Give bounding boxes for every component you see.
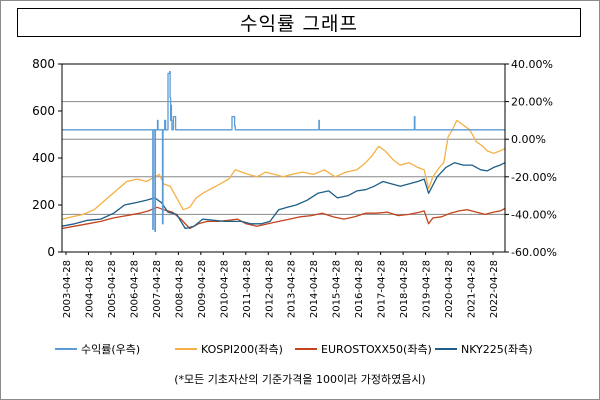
legend-label-eurostoxx: EUROSTOXX50(좌측) [321, 343, 432, 356]
legend: 수익률(우측) KOSPI200(좌측) EUROSTOXX50(좌측) NKY… [55, 341, 575, 357]
plot-area-border [61, 63, 506, 253]
footnote: (*모든 기초자산의 기준가격을 100이라 가정하였음시) [174, 373, 426, 386]
right-tick-label-1: -40.00% [511, 208, 557, 221]
right-tick-label-4: 20.00% [511, 96, 553, 109]
legend-label-returns: 수익률(우측) [81, 343, 141, 356]
series-line-kospi [61, 119, 506, 220]
left-tick-label-1: 200 [32, 198, 55, 212]
legend-item-returns: 수익률(우측) [55, 341, 140, 357]
left-tick-label-0: 0 [47, 245, 55, 259]
legend-swatch-kospi [175, 348, 197, 350]
x-tick-label-17: 2020-04-28 [444, 260, 455, 318]
legend-swatch-nky [435, 348, 457, 350]
right-tick-label-2: -20.00% [511, 171, 557, 184]
legend-label-nky: NKY225(좌측) [461, 343, 533, 356]
x-tick-label-14: 2017-04-28 [377, 260, 388, 318]
left-tick-label-2: 400 [32, 151, 55, 165]
x-tick-label-6: 2009-04-28 [197, 260, 208, 318]
left-tick-label-4: 800 [32, 57, 55, 71]
series-line-nky [61, 162, 506, 230]
x-tick-label-19: 2022-04-28 [489, 260, 500, 318]
legend-item-kospi: KOSPI200(좌측) [175, 341, 283, 357]
x-tick-label-7: 2010-04-28 [219, 260, 230, 318]
right-tick-label-5: 40.00% [511, 58, 553, 71]
chart-title-box: 수익률 그래프 [17, 8, 581, 37]
legend-item-nky: NKY225(좌측) [435, 341, 533, 357]
legend-item-eurostoxx: EUROSTOXX50(좌측) [295, 341, 432, 357]
x-tick-label-11: 2014-04-28 [309, 260, 320, 318]
x-tick-label-9: 2012-04-28 [264, 260, 275, 318]
right-tick-label-3: 0.00% [511, 133, 546, 146]
x-tick-label-3: 2006-04-28 [129, 260, 140, 318]
x-tick-label-8: 2011-04-28 [242, 260, 253, 318]
chart-title: 수익률 그래프 [240, 13, 358, 35]
x-tick-label-5: 2008-04-28 [174, 260, 185, 318]
x-tick-label-12: 2015-04-28 [332, 260, 343, 318]
legend-swatch-returns [55, 348, 77, 350]
x-tick-label-0: 2003-04-28 [62, 260, 73, 318]
x-tick-label-13: 2016-04-28 [354, 260, 365, 318]
x-tick-label-16: 2019-04-28 [422, 260, 433, 318]
x-tick-label-15: 2018-04-28 [399, 260, 410, 318]
legend-label-kospi: KOSPI200(좌측) [201, 343, 283, 356]
series-line-returns [62, 70, 505, 232]
x-tick-label-2: 2005-04-28 [107, 260, 118, 318]
x-tick-label-4: 2007-04-28 [152, 260, 163, 318]
series-line-eurostoxx [61, 206, 506, 230]
left-tick-label-3: 600 [32, 104, 55, 118]
x-tick-label-18: 2021-04-28 [467, 260, 478, 318]
x-tick-label-1: 2004-04-28 [84, 260, 95, 318]
x-tick-label-10: 2013-04-28 [287, 260, 298, 318]
right-tick-label-0: -60.00% [511, 246, 557, 259]
legend-swatch-eurostoxx [295, 348, 317, 350]
